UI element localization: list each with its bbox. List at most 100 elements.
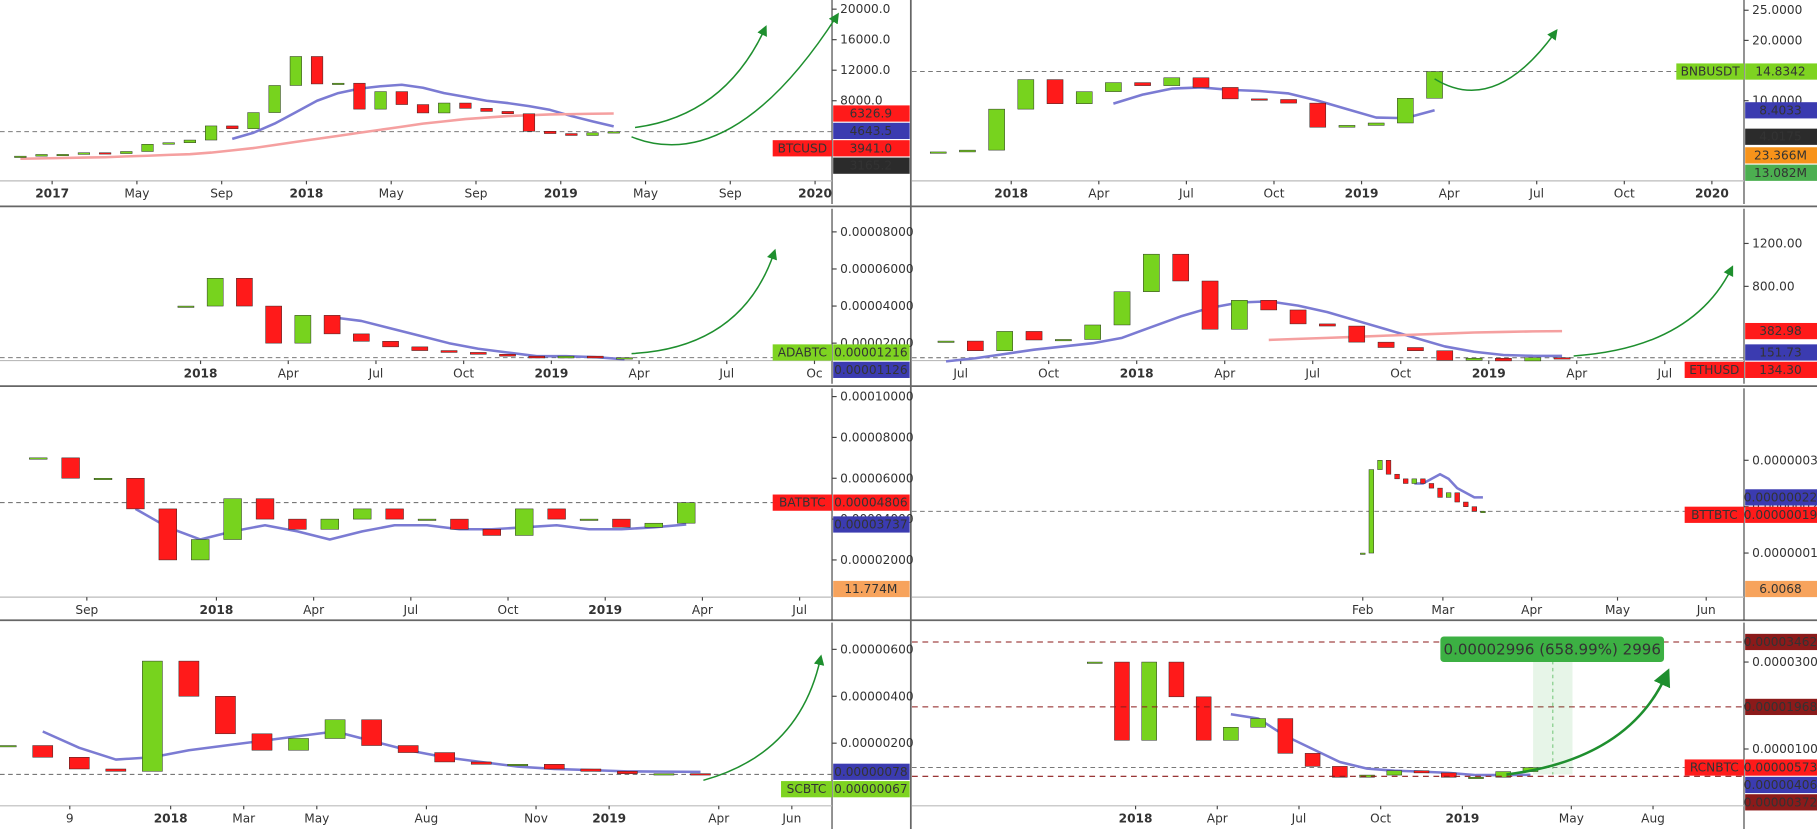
moving-average bbox=[1112, 86, 1435, 120]
candle bbox=[247, 112, 260, 129]
x-tick-label: Mar bbox=[1431, 603, 1454, 617]
candle bbox=[226, 125, 239, 129]
candle bbox=[1221, 87, 1239, 100]
candle bbox=[1426, 71, 1443, 99]
x-tick-label: Jun bbox=[781, 812, 801, 826]
price-tag-value: 4.0175 bbox=[1759, 130, 1802, 144]
x-tick-label: 2018 bbox=[1120, 366, 1154, 380]
price-tag bbox=[833, 122, 910, 140]
candle bbox=[215, 696, 236, 735]
volume-tag-value: 11.774M bbox=[844, 582, 897, 596]
moving-average bbox=[1414, 472, 1483, 499]
candle bbox=[1348, 325, 1366, 343]
x-tick-label: 2019 bbox=[1445, 812, 1479, 826]
y-tick-label: 25.0000 bbox=[1752, 3, 1802, 17]
price-tag bbox=[1745, 506, 1817, 523]
price-tag bbox=[833, 781, 910, 798]
x-tick-label: Sep bbox=[75, 603, 98, 617]
candle bbox=[440, 350, 458, 353]
candle bbox=[616, 357, 633, 360]
x-tick-label: Oct bbox=[1370, 812, 1391, 826]
symbol-tag bbox=[772, 494, 833, 511]
moving-average bbox=[945, 300, 1563, 363]
price-tag-value: 0.00000406 bbox=[1744, 778, 1817, 792]
candle bbox=[690, 773, 711, 776]
candle bbox=[482, 529, 501, 536]
price-tag bbox=[1745, 633, 1817, 651]
price-tag bbox=[833, 494, 910, 511]
candle bbox=[1025, 331, 1043, 341]
candle bbox=[1553, 357, 1571, 360]
y-tick-label: 0.00006000 bbox=[840, 471, 913, 485]
candle bbox=[1223, 727, 1239, 741]
candle bbox=[470, 761, 492, 765]
x-tick-label: Oct bbox=[1263, 187, 1284, 201]
x-tick-label: Oct bbox=[1614, 187, 1635, 201]
y-tick-label: 0.00000010 bbox=[1752, 546, 1817, 560]
candle bbox=[1465, 357, 1483, 361]
x-tick-label: 2019 bbox=[1472, 366, 1506, 380]
candle bbox=[32, 745, 54, 758]
x-tick-label: 2019 bbox=[534, 366, 568, 380]
y-tick-label: 0.00008000 bbox=[840, 430, 913, 444]
candle bbox=[1192, 77, 1210, 88]
symbol-tag bbox=[772, 344, 833, 361]
candle bbox=[1250, 718, 1266, 728]
candle bbox=[1411, 478, 1417, 484]
x-tick-label: Jul bbox=[1291, 812, 1307, 826]
candle bbox=[1277, 718, 1294, 754]
candle bbox=[353, 333, 370, 342]
x-tick-label: Sep bbox=[719, 187, 742, 201]
candle bbox=[557, 355, 575, 359]
x-tick-label: 2017 bbox=[35, 187, 69, 201]
x-tick-label: 9 bbox=[66, 812, 74, 826]
price-tag bbox=[833, 763, 910, 780]
x-tick-label: 2018 bbox=[1119, 812, 1153, 826]
candle bbox=[1280, 99, 1297, 104]
candle bbox=[1289, 309, 1307, 325]
arrow bbox=[631, 248, 778, 355]
candle bbox=[1201, 280, 1219, 330]
candle bbox=[1086, 661, 1103, 664]
candle bbox=[1046, 79, 1064, 104]
candle bbox=[288, 518, 307, 530]
candle bbox=[1454, 492, 1460, 503]
candle bbox=[547, 508, 566, 520]
candle bbox=[967, 340, 984, 351]
candle bbox=[586, 132, 599, 136]
y-tick-label: 0.00010000 bbox=[840, 390, 913, 404]
candle bbox=[653, 773, 675, 776]
candle bbox=[1468, 777, 1484, 779]
candle bbox=[141, 144, 154, 152]
x-tick-label: Jul bbox=[1528, 187, 1544, 201]
candle bbox=[1017, 79, 1035, 110]
price-tag-value: 4643.5 bbox=[850, 124, 893, 138]
candle bbox=[69, 757, 90, 770]
candle bbox=[374, 91, 387, 110]
x-tick-label: Jul bbox=[1178, 187, 1194, 201]
price-tag-value: 0.00000067 bbox=[834, 782, 907, 796]
candle bbox=[395, 91, 408, 105]
y-tick-label: 800.00 bbox=[1752, 279, 1795, 293]
candle bbox=[1436, 350, 1454, 361]
candle bbox=[353, 508, 372, 520]
y-tick-label: 12000.0 bbox=[840, 63, 890, 77]
candle bbox=[544, 764, 565, 770]
candle bbox=[1377, 341, 1395, 348]
candle bbox=[565, 133, 578, 136]
candle bbox=[99, 152, 112, 155]
candle bbox=[361, 719, 382, 746]
candle bbox=[1168, 661, 1185, 698]
x-tick-label: Sep bbox=[465, 187, 488, 201]
x-tick-label: Jun bbox=[1696, 603, 1716, 617]
symbol-tag bbox=[772, 140, 833, 157]
candle bbox=[251, 733, 273, 751]
candle bbox=[1172, 253, 1190, 282]
x-tick-label: Nov bbox=[524, 812, 548, 826]
price-tag bbox=[1745, 794, 1817, 811]
y-tick-label: 0.00008000 bbox=[840, 225, 913, 239]
y-tick-label: 20000.0 bbox=[840, 2, 890, 16]
x-tick-label: 2018 bbox=[154, 812, 188, 826]
candle bbox=[126, 478, 145, 510]
